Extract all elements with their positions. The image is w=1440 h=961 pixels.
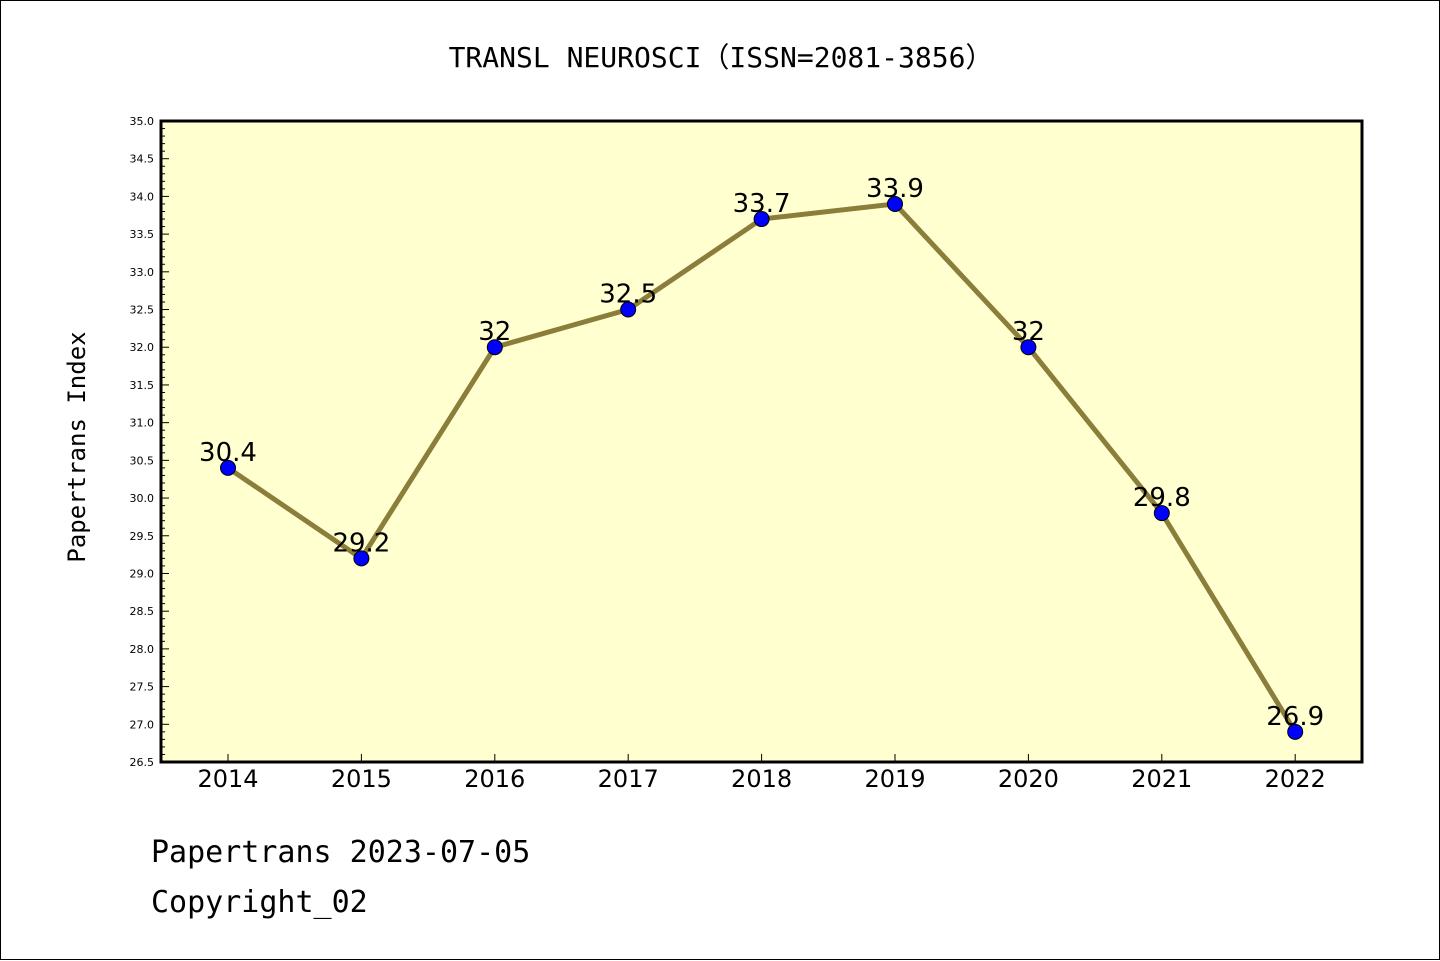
y-tick-label: 33.5 [130, 228, 155, 241]
data-point [887, 195, 903, 212]
x-tick-label: 2015 [331, 765, 392, 793]
x-tick-label: 2020 [998, 765, 1059, 793]
y-tick-label: 34.0 [130, 190, 155, 203]
data-point [1287, 723, 1304, 740]
y-tick-label: 28.0 [130, 643, 155, 656]
data-label: 26.9 [1266, 702, 1324, 732]
data-label: 32 [478, 317, 511, 347]
data-label: 32.5 [599, 280, 657, 310]
y-tick-label: 26.5 [130, 756, 155, 769]
data-label: 29.8 [1133, 483, 1191, 513]
y-tick-label: 28.5 [130, 605, 155, 618]
x-tick-label: 2014 [197, 765, 258, 793]
x-tick-label: 2019 [864, 765, 925, 793]
data-label: 30.4 [199, 438, 257, 468]
y-tick-label: 35.0 [130, 115, 155, 128]
footer-date: Papertrans 2023-07-05 [151, 835, 531, 870]
footer-copyright: Copyright_02 [151, 885, 368, 920]
y-axis-label: Papertrans Index [63, 331, 91, 562]
x-tick-label: 2016 [464, 765, 525, 793]
series-layer: 30.4 29.2 32 32.5 33.7 33.9 32 29.8 26.9 [199, 174, 1324, 740]
x-tick-label: 2021 [1131, 765, 1192, 793]
x-tick-label: 2017 [598, 765, 659, 793]
data-point [1020, 339, 1037, 356]
data-point [220, 459, 236, 476]
y-tick-label: 30.0 [130, 492, 155, 505]
x-tick-label: 2022 [1265, 765, 1326, 793]
data-point [486, 339, 503, 356]
y-tick-label: 29.0 [130, 567, 155, 580]
data-point [753, 211, 770, 228]
data-point [353, 550, 370, 567]
data-point [620, 301, 637, 318]
x-axis: 2014 2015 2016 2017 2018 2019 2020 2021 2022 [197, 754, 1326, 793]
x-tick-label: 2018 [731, 765, 792, 793]
y-axis: 26.5 27.0 27.5 28.0 28.5 29.0 29.5 30.0 30.5 31.0… [130, 115, 169, 769]
plot-area [159, 119, 1364, 764]
y-tick-label: 29.5 [130, 530, 155, 543]
y-tick-label: 34.5 [130, 153, 155, 166]
chart-title: TRANSL NEUROSCI（ISSN=2081-3856） [449, 41, 994, 74]
y-tick-label: 31.0 [130, 417, 155, 430]
y-tick-label: 32.5 [130, 304, 155, 317]
data-label: 32 [1012, 317, 1045, 347]
y-tick-label: 27.5 [130, 681, 155, 694]
y-tick-label: 30.5 [130, 454, 155, 467]
data-point [1153, 505, 1170, 522]
data-label: 33.9 [866, 174, 924, 204]
data-label: 33.7 [733, 189, 791, 219]
y-tick-label: 32.0 [130, 341, 155, 354]
data-label: 29.2 [332, 528, 390, 558]
y-tick-label: 33.0 [130, 266, 155, 279]
y-tick-label: 31.5 [130, 379, 155, 392]
y-tick-label: 27.0 [130, 718, 155, 731]
